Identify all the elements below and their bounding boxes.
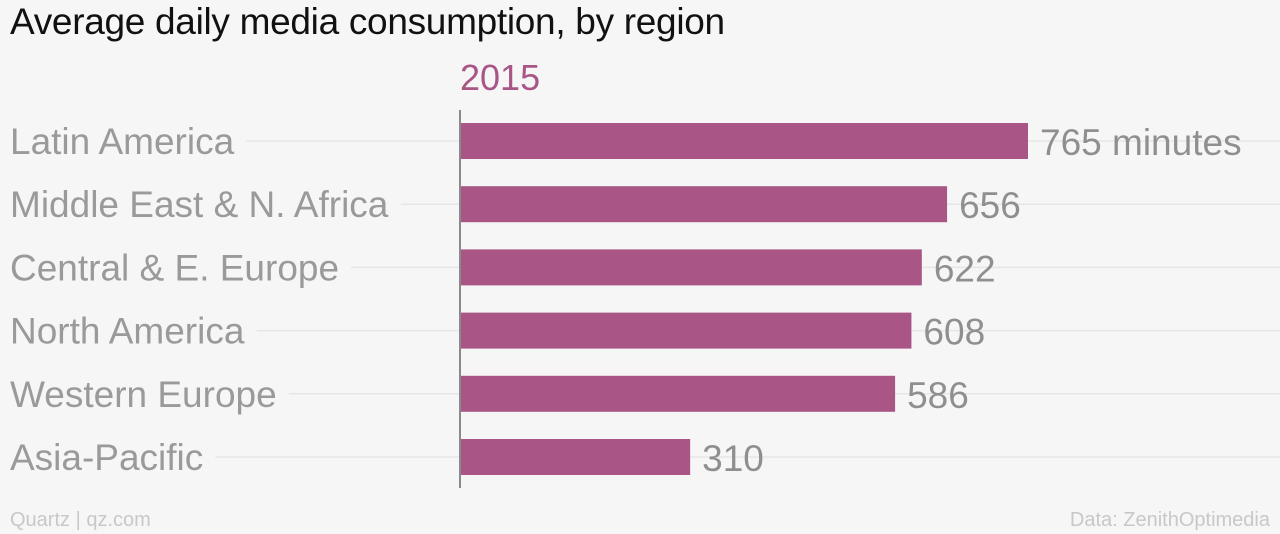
credit-text: Quartz | qz.com <box>10 509 151 531</box>
category-label: Latin America <box>10 121 235 162</box>
value-label: 608 <box>923 312 985 353</box>
label-mask <box>8 310 257 352</box>
chart-title: Average daily media consumption, by regi… <box>10 1 725 42</box>
source-text: Data: ZenithOptimedia <box>1069 509 1270 531</box>
bar <box>460 249 922 286</box>
bar <box>460 123 1028 159</box>
category-label: Central & E. Europe <box>10 247 339 288</box>
bar <box>460 312 912 349</box>
category-label: Western Europe <box>10 374 277 415</box>
value-label: 656 <box>959 185 1021 226</box>
value-label: 622 <box>934 248 996 289</box>
series-label: 2015 <box>460 57 540 98</box>
category-labels: Latin America Middle East & N. Africa Cent… <box>8 121 401 478</box>
category-label: North America <box>10 311 245 352</box>
value-label: 765 minutes <box>1040 122 1242 163</box>
value-label: 586 <box>907 375 969 416</box>
bar <box>460 439 691 475</box>
label-mask <box>8 184 401 226</box>
label-mask <box>8 373 289 415</box>
label-mask <box>8 437 216 478</box>
bar <box>460 375 896 412</box>
category-label: Middle East & N. Africa <box>10 184 389 225</box>
bar <box>460 186 948 223</box>
category-label: Asia-Pacific <box>10 437 203 478</box>
bars-group <box>460 123 1028 475</box>
label-mask <box>8 121 247 162</box>
label-mask <box>8 247 352 289</box>
value-labels: 765 minutes 656 622 608 586 310 <box>702 122 1241 479</box>
value-label: 310 <box>702 438 764 479</box>
